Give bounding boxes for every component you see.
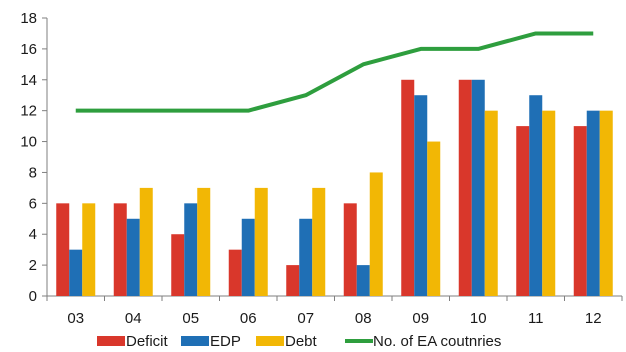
bar-edp xyxy=(126,218,140,296)
bar-edp xyxy=(184,203,198,296)
bar-deficit xyxy=(171,234,185,296)
bar-debt xyxy=(369,172,383,296)
bar-debt xyxy=(254,187,268,296)
y-tick-label: 0 xyxy=(29,288,37,305)
legend-item: Debt xyxy=(256,333,318,350)
x-axis: 03 04 05 06 07 08 09 10 11 12 xyxy=(46,295,623,327)
x-tick-label: 06 xyxy=(240,310,257,327)
x-tick-label: 11 xyxy=(528,310,544,327)
bar-edp xyxy=(356,265,370,296)
y-tick-label: 12 xyxy=(20,103,37,120)
bar-debt xyxy=(599,110,613,297)
y-tick-label: 10 xyxy=(20,134,37,151)
x-tick-label: 07 xyxy=(297,310,314,327)
legend-swatch xyxy=(181,336,209,346)
bar-edp xyxy=(414,95,428,296)
legend-item: EDP xyxy=(181,333,241,350)
bar-debt xyxy=(427,141,441,296)
y-tick-label: 6 xyxy=(29,195,37,212)
legend-swatch xyxy=(256,336,284,346)
line-series-group xyxy=(75,31,594,113)
bar-deficit xyxy=(401,79,415,297)
y-tick-label: 16 xyxy=(20,41,37,58)
bar-edp xyxy=(299,218,313,296)
bar-debt xyxy=(197,187,211,296)
bar-edp xyxy=(586,110,600,297)
legend-label: EDP xyxy=(210,333,241,350)
bar-deficit xyxy=(458,79,472,297)
x-tick-label: 03 xyxy=(67,310,84,327)
x-tick-label: 04 xyxy=(125,310,142,327)
legend-label: Deficit xyxy=(126,333,169,350)
bar-deficit xyxy=(113,203,127,296)
bar-edp xyxy=(241,218,255,296)
line-series-ea-countries xyxy=(75,31,594,113)
y-tick-label: 8 xyxy=(29,164,37,181)
y-tick-label: 2 xyxy=(29,257,37,274)
y-tick-label: 18 xyxy=(20,10,37,27)
bar-edp xyxy=(471,79,485,297)
x-tick-label: 05 xyxy=(182,310,199,327)
legend-label: Debt xyxy=(285,333,318,350)
bar-series-group xyxy=(56,79,613,297)
legend-item: No. of EA coutnries xyxy=(345,333,501,350)
legend-item: Deficit xyxy=(97,333,169,350)
bar-deficit xyxy=(286,265,300,296)
bar-edp xyxy=(529,95,543,296)
y-tick-label: 14 xyxy=(20,72,37,89)
x-tick-label: 08 xyxy=(355,310,372,327)
bar-deficit xyxy=(56,203,70,296)
bar-debt xyxy=(484,110,498,297)
legend-label: No. of EA coutnries xyxy=(373,333,501,350)
bar-deficit xyxy=(228,249,242,296)
bar-debt xyxy=(82,203,96,296)
bar-debt xyxy=(542,110,556,297)
bar-deficit xyxy=(343,203,357,296)
x-tick-label: 10 xyxy=(470,310,487,327)
bar-deficit xyxy=(516,126,530,296)
legend-swatch xyxy=(97,336,125,346)
bar-debt xyxy=(139,187,153,296)
y-tick-label: 4 xyxy=(29,226,37,243)
y-axis: 0 2 4 6 8 10 12 14 16 18 xyxy=(20,10,48,305)
x-tick-label: 09 xyxy=(412,310,429,327)
bar-deficit xyxy=(573,126,587,296)
legend: Deficit EDP Debt No. of EA coutnries xyxy=(97,333,501,350)
x-tick-label: 12 xyxy=(585,310,602,327)
bar-edp xyxy=(69,249,83,296)
bar-debt xyxy=(312,187,326,296)
